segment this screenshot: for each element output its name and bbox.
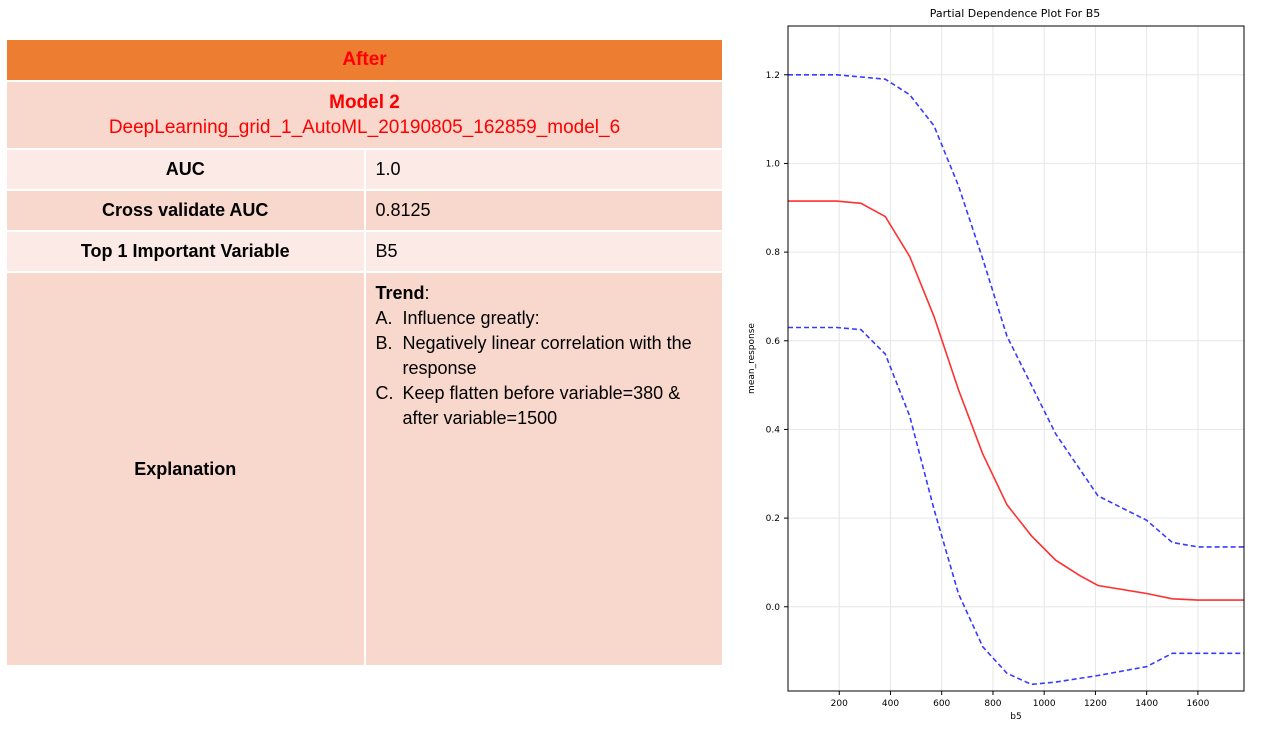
table-header: After (5, 38, 724, 82)
model-name: DeepLearning_grid_1_AutoML_20190805_1628… (108, 117, 621, 138)
y-tick-label: 0.2 (766, 514, 780, 524)
x-tick-label: 400 (882, 699, 899, 709)
explanation-label: Explanation (5, 271, 366, 667)
model-info-cell: Model 2 DeepLearning_grid_1_AutoML_20190… (5, 80, 724, 150)
table-row: Explanation Trend: A. Influence greatly:… (5, 271, 724, 667)
table-row: AUC 1.0 (5, 148, 724, 191)
series-line-mean (788, 200, 1244, 601)
chart-series (788, 74, 1244, 686)
list-item-text: Keep flatten before variable=380 & after… (402, 383, 681, 428)
x-tick-label: 600 (933, 699, 950, 709)
x-tick-label: 1600 (1186, 699, 1209, 709)
y-tick-label: 0.0 (766, 603, 781, 613)
top-variable-label: Top 1 Important Variable (5, 230, 366, 273)
list-item-text: Negatively linear correlation with the r… (402, 333, 692, 378)
y-tick-label: 1.0 (766, 159, 781, 169)
explanation-content: Trend: A. Influence greatly: B. Negative… (363, 271, 724, 667)
x-tick-label: 200 (831, 699, 848, 709)
list-item: C. Keep flatten before variable=380 & af… (376, 381, 713, 431)
top-variable-value: B5 (363, 230, 724, 273)
model-summary-table: After Model 2 DeepLearning_grid_1_AutoML… (5, 38, 724, 667)
auc-value: 1.0 (363, 148, 724, 191)
partial-dependence-chart: Partial Dependence Plot For B5 200 400 600… (747, 7, 1245, 722)
y-axis-label: mean_response (747, 323, 757, 394)
y-tick-label: 0.6 (766, 337, 781, 347)
list-item-text: Influence greatly: (402, 308, 540, 328)
plot-frame (787, 25, 1245, 692)
x-tick-label: 1200 (1084, 699, 1107, 709)
series-line-upper (788, 74, 1244, 548)
x-tick-label: 800 (984, 699, 1001, 709)
trend-list: A. Influence greatly: B. Negatively line… (376, 306, 713, 431)
y-tick-label: 1.2 (766, 71, 780, 81)
list-item: A. Influence greatly: (376, 306, 713, 331)
trend-title: Trend (375, 283, 425, 303)
chart-title: Partial Dependence Plot For B5 (930, 7, 1101, 20)
series-line-lower (788, 326, 1244, 686)
list-item-letter: B. (375, 333, 393, 353)
trend-colon: : (424, 283, 430, 303)
table-row: Top 1 Important Variable B5 (5, 230, 724, 273)
cv-auc-label: Cross validate AUC (5, 189, 366, 232)
y-tick-label: 0.4 (766, 425, 781, 435)
chart-ticks: 200 400 600 800 1000 1200 1400 1600 0.0 0.2 0.4 0.6… (766, 71, 1210, 709)
x-axis-label: b5 (1010, 712, 1021, 722)
list-item-letter: C. (375, 383, 394, 403)
y-tick-label: 0.8 (766, 248, 781, 258)
chart-grid (788, 26, 1244, 691)
auc-label: AUC (5, 148, 366, 191)
trend-heading: Trend: (376, 281, 713, 306)
cv-auc-value: 0.8125 (363, 189, 724, 232)
list-item-letter: A. (375, 308, 393, 328)
table-row: Cross validate AUC 0.8125 (5, 189, 724, 232)
model-title: Model 2 (329, 92, 400, 113)
x-tick-label: 1400 (1135, 699, 1158, 709)
x-tick-label: 1000 (1033, 699, 1056, 709)
list-item: B. Negatively linear correlation with th… (376, 331, 713, 381)
